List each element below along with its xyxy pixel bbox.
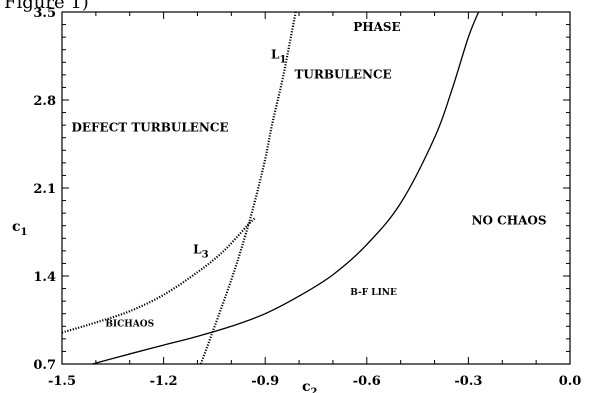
- series-line-1: [199, 11, 297, 365]
- line-label-main: L: [193, 242, 202, 256]
- region-label: B-F LINE: [350, 288, 397, 298]
- x-axis-title-main: c: [302, 379, 311, 393]
- y-tick-label: 1.4: [33, 270, 56, 285]
- x-axis-title: c2: [302, 379, 318, 393]
- y-axis-title-main: c: [12, 219, 21, 235]
- region-label: DEFECT TURBULENCE: [71, 120, 228, 134]
- y-tick-label: 0.7: [33, 358, 56, 373]
- line-label-sub: 3: [202, 249, 209, 260]
- y-tick-label: 2.8: [33, 94, 56, 109]
- y-axis-title-sub: 1: [21, 227, 28, 238]
- region-label: NO CHAOS: [472, 213, 547, 227]
- x-tick-label: 0.0: [559, 374, 582, 389]
- line-label: L1: [271, 48, 286, 66]
- line-label: L3: [193, 242, 208, 260]
- y-tick-label: 3.5: [33, 6, 56, 21]
- y-axis-title: c1: [12, 219, 28, 238]
- series-line-2: [61, 217, 256, 334]
- top-text-fragment: Figure 1): [4, 0, 89, 13]
- series-line-0: [92, 11, 480, 365]
- region-label: BICHAOS: [105, 319, 154, 329]
- axis-ticks: -1.5 -1.2 -0.9 -0.6 -0.3 0.0 0.7 1.4 2.1 2.8 3.5: [33, 6, 581, 389]
- region-annotations: PHASE TURBULENCE DEFECT TURBULENCE NO CHAOS…: [71, 20, 546, 329]
- series-lines: [61, 11, 480, 365]
- x-tick-label: -1.2: [150, 374, 178, 389]
- x-tick-label: -1.5: [48, 374, 76, 389]
- region-label: PHASE: [353, 20, 400, 34]
- region-label: TURBULENCE: [294, 68, 391, 82]
- plot-frame: [61, 11, 571, 365]
- line-label-sub: 1: [279, 55, 286, 66]
- line-label-main: L: [271, 48, 280, 62]
- x-axis-title-sub: 2: [311, 387, 318, 393]
- x-tick-label: -0.6: [353, 374, 381, 389]
- y-tick-label: 2.1: [33, 182, 56, 197]
- x-tick-label: -0.9: [251, 374, 279, 389]
- x-tick-label: -0.3: [454, 374, 482, 389]
